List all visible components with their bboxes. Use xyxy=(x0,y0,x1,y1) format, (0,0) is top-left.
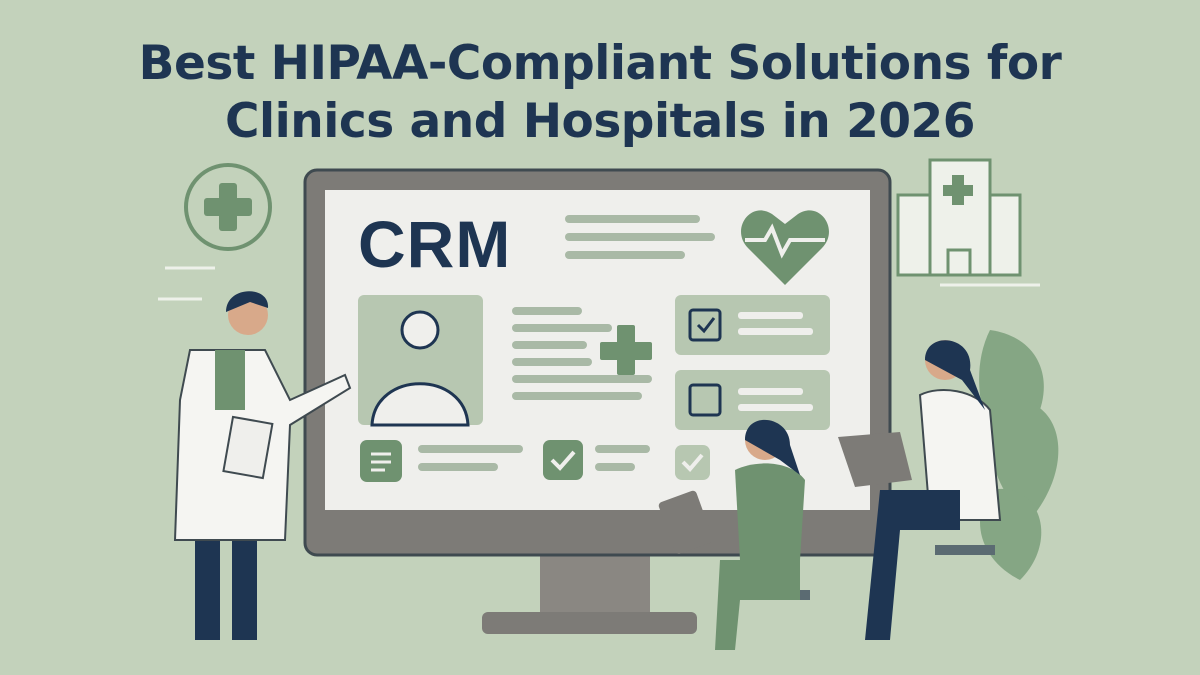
checkmark-icon xyxy=(543,440,710,480)
medical-cross-icon xyxy=(184,163,272,251)
screen-lines xyxy=(418,215,715,471)
medical-cross-icon xyxy=(600,325,652,375)
hospital-icon xyxy=(896,158,1022,277)
doctor-figure-seated xyxy=(838,340,1002,640)
heart-pulse-icon xyxy=(741,210,829,285)
doctor-avatar-icon xyxy=(358,295,483,427)
title-line-2: Clinics and Hospitals in 2026 xyxy=(225,94,975,149)
nurse-figure xyxy=(658,419,810,650)
crm-label: CRM xyxy=(358,207,512,281)
doctor-figure xyxy=(173,291,352,640)
decor-lines xyxy=(158,266,1040,301)
calendar-check-icon xyxy=(675,295,830,355)
calendar-icon xyxy=(675,370,830,430)
title-line-1: Best HIPAA-Compliant Solutions for xyxy=(138,36,1062,91)
note-icon xyxy=(360,440,402,482)
